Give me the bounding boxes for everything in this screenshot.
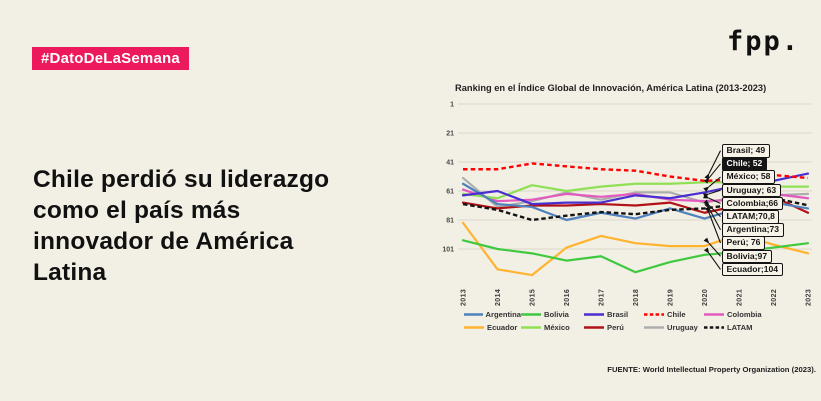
legend-swatch-peru xyxy=(584,326,604,329)
legend-swatch-ecuador xyxy=(464,326,484,329)
legend-item-ecuador: Ecuador xyxy=(464,323,521,332)
legend-item-mexico: México xyxy=(521,323,584,332)
legend-item-colombia: Colombia xyxy=(704,310,794,319)
legend-swatch-argentina xyxy=(464,313,483,316)
x-tick-2013: 2013 xyxy=(461,289,468,306)
chart-legend: Argentina Bolivia Brasil Chile Colombia Ecuad… xyxy=(464,310,794,332)
callout-connector-bolivia xyxy=(703,237,721,257)
legend-label-chile: Chile xyxy=(667,310,686,319)
callout-connector-brasil xyxy=(704,150,721,180)
x-tick-2018: 2018 xyxy=(633,289,640,306)
callout-ecuador: Ecuador;104 xyxy=(722,262,783,277)
callout-mexico: México; 58 xyxy=(722,170,775,184)
legend-swatch-brasil xyxy=(584,313,604,316)
legend-label-brasil: Brasil xyxy=(607,310,629,319)
y-tick-81: 81 xyxy=(446,218,454,225)
legend-swatch-chile xyxy=(644,313,664,316)
legend-label-latam: LATAM xyxy=(727,323,753,332)
callout-connector-colombia xyxy=(702,193,721,204)
callout-connector-uruguay xyxy=(703,189,721,198)
legend-label-uruguay: Uruguay xyxy=(667,323,698,332)
series-line-latam xyxy=(462,197,809,222)
callout-connector-latam xyxy=(703,199,721,217)
callout-bolivia: Bolivia;97 xyxy=(722,249,772,264)
legend-label-ecuador: Ecuador xyxy=(487,323,518,332)
legend-item-uruguay: Uruguay xyxy=(644,323,704,332)
callout-argentina: Argentina;73 xyxy=(722,223,784,237)
x-tick-2023: 2023 xyxy=(806,289,813,306)
legend-item-brasil: Brasil xyxy=(584,310,644,319)
x-tick-2016: 2016 xyxy=(564,289,571,306)
x-tick-2017: 2017 xyxy=(599,289,606,306)
callout-connector-chile xyxy=(703,163,721,184)
source-note: FUENTE: World Intellectual Property Orga… xyxy=(607,365,816,374)
callout-brasil: Brasil; 49 xyxy=(722,144,770,158)
callout-peru: Perú; 76 xyxy=(722,236,765,250)
callout-connector-argentina xyxy=(704,202,721,231)
innovation-ranking-chart: Ranking en el Índice Global de Innovació… xyxy=(440,78,821,400)
callout-colombia: Colombia;66 xyxy=(722,196,783,211)
legend-item-peru: Perú xyxy=(584,323,644,332)
legend-item-latam: LATAM xyxy=(704,323,794,332)
headline-line-3: innovador de América xyxy=(33,228,294,255)
hashtag-badge: #DatoDeLaSemana xyxy=(32,47,189,70)
chart-title: Ranking en el Índice Global de Innovació… xyxy=(455,83,767,93)
callout-connector-ecuador xyxy=(703,247,721,270)
legend-item-chile: Chile xyxy=(644,310,704,319)
legend-label-mexico: México xyxy=(544,323,570,332)
x-tick-2014: 2014 xyxy=(495,289,502,306)
legend-swatch-colombia xyxy=(704,313,724,316)
headline-line-4: Latina xyxy=(33,259,107,286)
legend-swatch-latam xyxy=(704,326,724,329)
y-tick-41: 41 xyxy=(446,160,454,167)
legend-label-bolivia: Bolivia xyxy=(544,310,569,319)
y-tick-1: 1 xyxy=(450,102,454,109)
x-tick-2020: 2020 xyxy=(702,289,709,306)
legend-label-peru: Perú xyxy=(607,323,624,332)
callout-latam: LATAM;70,8 xyxy=(722,210,780,224)
fpp-logo: fpp. xyxy=(726,26,800,57)
legend-swatch-bolivia xyxy=(521,313,541,316)
legend-swatch-mexico xyxy=(521,326,541,329)
x-tick-2021: 2021 xyxy=(737,289,744,306)
y-tick-61: 61 xyxy=(446,189,454,196)
legend-item-argentina: Argentina xyxy=(464,310,521,319)
headline: Chile perdió su liderazgo como el país m… xyxy=(33,164,329,288)
headline-line-1: Chile perdió su liderazgo xyxy=(33,166,330,193)
x-tick-2019: 2019 xyxy=(668,289,675,306)
legend-label-argentina: Argentina xyxy=(485,310,521,319)
legend-label-colombia: Colombia xyxy=(727,310,762,319)
headline-line-2: como el país más xyxy=(33,197,241,224)
x-tick-2022: 2022 xyxy=(771,289,778,306)
legend-swatch-uruguay xyxy=(644,326,664,329)
y-tick-101: 101 xyxy=(442,247,454,254)
callout-connector-mexico xyxy=(703,176,721,193)
callout-uruguay: Uruguay; 63 xyxy=(722,183,781,198)
x-tick-2015: 2015 xyxy=(530,289,537,306)
callout-connector-peru xyxy=(704,206,722,244)
legend-item-bolivia: Bolivia xyxy=(521,310,584,319)
y-tick-21: 21 xyxy=(446,131,454,138)
callout-chile: Chile; 52 xyxy=(722,157,767,171)
